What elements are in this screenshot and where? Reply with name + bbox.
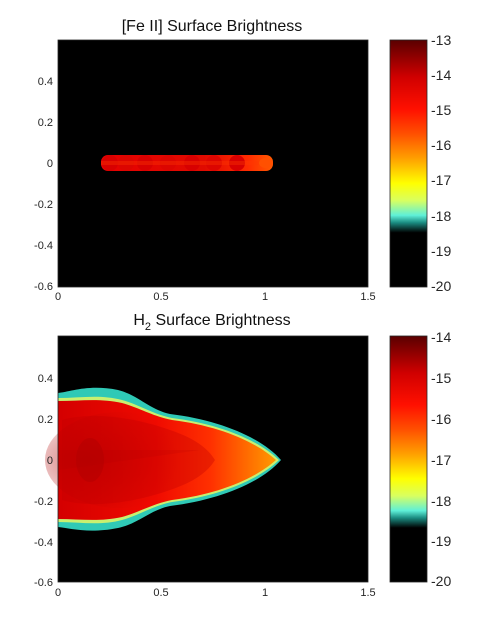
panel-2-colorbar: -14 -15 -16 -17 -18 -19 -20 <box>389 329 451 589</box>
panel-1-cbtick: -19 <box>431 243 451 259</box>
panel-1-xtick: 1.5 <box>360 291 375 303</box>
panel-1-colorbar: -13 -14 -15 -16 -17 -18 -19 -20 <box>389 32 451 294</box>
panel-1-xtick: 1 <box>262 291 268 303</box>
panel-1-ytick: 0.2 <box>38 117 53 129</box>
panel-2-title-subscript: 2 <box>145 321 151 333</box>
panel-2-cbtick: -17 <box>431 452 451 468</box>
panel-1-ytick: 0.4 <box>38 76 53 88</box>
jet-knot <box>229 155 245 171</box>
h2-bow-shock <box>45 387 281 531</box>
panel-1-cbtick: -18 <box>431 208 451 224</box>
panel-2-cbtick: -15 <box>431 370 451 386</box>
panel-2-xtick: 0 <box>55 587 61 599</box>
panel-fe-ii: [Fe II] Surface Brightness 0.4 0.2 0 -0.… <box>34 18 451 303</box>
panel-2-x-axis: 0 0.5 1 1.5 <box>55 587 376 599</box>
panel-2-ytick: 0 <box>47 455 53 467</box>
panel-2-xtick: 1 <box>262 587 268 599</box>
panel-2-xtick: 1.5 <box>360 587 375 599</box>
panel-1-title: [Fe II] Surface Brightness <box>122 18 303 35</box>
panel-2-title: H2 Surface Brightness <box>133 312 290 333</box>
panel-2-cbtick: -16 <box>431 411 451 427</box>
panel-1-ytick: -0.4 <box>34 240 53 252</box>
panel-2-ytick: -0.2 <box>34 496 53 508</box>
jet-knot <box>118 155 134 171</box>
panel-1-ytick: 0 <box>47 158 53 170</box>
panel-2-ytick: -0.6 <box>34 577 53 589</box>
panel-2-cbtick: -19 <box>431 533 451 549</box>
jet-knot <box>137 155 153 171</box>
panel-1-ytick: -0.2 <box>34 199 53 211</box>
jet-knot <box>160 155 176 171</box>
panel-2-title-main: H <box>133 312 145 329</box>
panel-1-cbtick: -15 <box>431 102 451 118</box>
panel-1-y-axis: 0.4 0.2 0 -0.2 -0.4 -0.6 <box>34 76 53 293</box>
panel-1-cbtick: -20 <box>431 278 451 294</box>
panel-1-cbtick: -16 <box>431 137 451 153</box>
panel-1-x-axis: 0 0.5 1 1.5 <box>55 291 376 303</box>
fe-ii-jet <box>101 155 273 171</box>
panel-1-xtick: 0 <box>55 291 61 303</box>
panel-2-cbtick: -18 <box>431 493 451 509</box>
panel-1-cbtick: -17 <box>431 172 451 188</box>
panel-2-y-axis: 0.4 0.2 0 -0.2 -0.4 -0.6 <box>34 373 53 589</box>
jet-knot <box>206 155 222 171</box>
panel-2-title-rest: Surface Brightness <box>151 312 291 329</box>
panel-2-cbtick: -20 <box>431 573 451 589</box>
jet-knot <box>184 155 200 171</box>
panel-2-ytick: 0.2 <box>38 414 53 426</box>
panel-2-ytick: -0.4 <box>34 537 53 549</box>
panel-1-xtick: 0.5 <box>153 291 168 303</box>
panel-h2: H2 Surface Brightness 0.4 0.2 0 -0.2 -0.… <box>34 312 451 599</box>
panel-1-cbtick: -13 <box>431 32 451 48</box>
panel-1-ytick: -0.6 <box>34 281 53 293</box>
jet-knot <box>102 155 118 171</box>
panel-2-cbtick: -14 <box>431 329 451 345</box>
panel-1-cbtick: -14 <box>431 67 451 83</box>
panel-2-ytick: 0.4 <box>38 373 53 385</box>
panel-2-xtick: 0.5 <box>153 587 168 599</box>
